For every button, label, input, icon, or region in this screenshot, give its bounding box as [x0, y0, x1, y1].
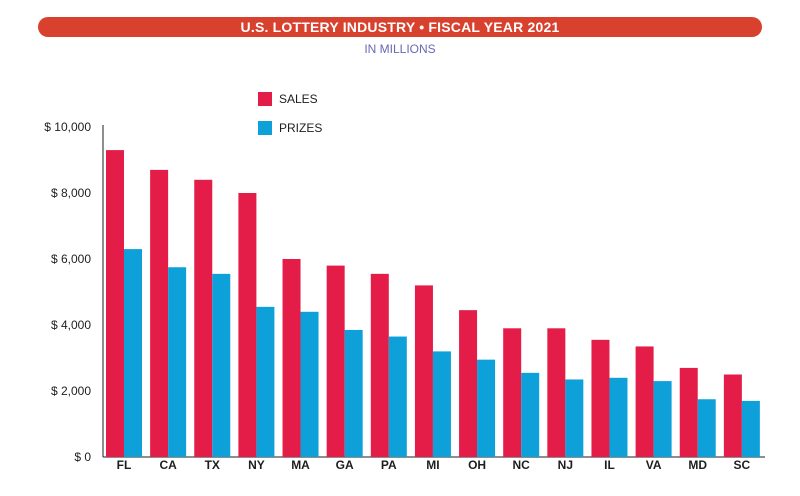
prizes-bar	[697, 399, 716, 457]
prizes-bar	[741, 400, 760, 457]
y-tick-label: $ 8,000	[51, 186, 91, 200]
x-category-label: GA	[336, 458, 354, 472]
sales-bar	[150, 169, 169, 457]
prizes-bar	[168, 267, 187, 457]
y-tick-label: $ 4,000	[51, 318, 91, 332]
sales-bar	[370, 273, 389, 457]
x-category-label: TX	[205, 458, 220, 472]
prizes-bar	[124, 249, 142, 457]
x-category-label: SC	[734, 458, 751, 472]
x-category-label: FL	[117, 458, 132, 472]
prizes-bar	[300, 311, 319, 457]
x-category-label: NY	[248, 458, 265, 472]
sales-bar	[326, 265, 345, 457]
legend-swatch-prizes	[258, 121, 272, 135]
prizes-bar	[212, 273, 231, 457]
x-category-label: MA	[291, 458, 310, 472]
x-category-label: NJ	[558, 458, 573, 472]
chart-subtitle: IN MILLIONS	[364, 42, 436, 56]
prizes-bar	[609, 377, 628, 457]
legend-label-sales: SALES	[279, 92, 318, 106]
sales-bar	[723, 374, 742, 457]
sales-bar	[194, 179, 213, 458]
legend-label-prizes: PRIZES	[279, 121, 322, 135]
legend-swatch-sales	[258, 92, 272, 106]
prizes-bar	[521, 372, 540, 457]
prizes-bar	[565, 379, 584, 457]
x-category-label: IL	[604, 458, 615, 472]
prizes-bar	[432, 351, 451, 457]
x-category-label: MI	[426, 458, 439, 472]
x-category-label: PA	[381, 458, 397, 472]
y-tick-label: $ 2,000	[51, 384, 91, 398]
y-tick-label: $ 6,000	[51, 252, 91, 266]
prizes-bar	[256, 306, 275, 457]
x-category-label: OH	[468, 458, 486, 472]
sales-bar	[635, 346, 654, 457]
y-tick-label: $ 0	[74, 450, 91, 464]
sales-bar	[106, 150, 124, 457]
sales-bar	[503, 328, 522, 457]
sales-bar	[679, 367, 698, 457]
title-banner: U.S. LOTTERY INDUSTRY • FISCAL YEAR 2021	[38, 17, 762, 37]
prizes-bar	[653, 381, 672, 457]
x-category-label: MD	[688, 458, 707, 472]
x-category-label: VA	[646, 458, 662, 472]
sales-bar	[459, 310, 478, 457]
sales-bar	[282, 259, 301, 457]
sales-bar	[547, 328, 566, 457]
y-tick-label: $ 10,000	[44, 120, 91, 134]
sales-bar	[591, 339, 610, 457]
prizes-bar	[388, 336, 407, 457]
sales-bar	[238, 193, 257, 457]
prizes-bar	[477, 359, 496, 457]
sales-bar	[414, 285, 433, 457]
x-category-label: NC	[513, 458, 531, 472]
chart-title: U.S. LOTTERY INDUSTRY • FISCAL YEAR 2021	[240, 19, 560, 35]
x-category-label: CA	[159, 458, 177, 472]
prizes-bar	[344, 329, 363, 457]
